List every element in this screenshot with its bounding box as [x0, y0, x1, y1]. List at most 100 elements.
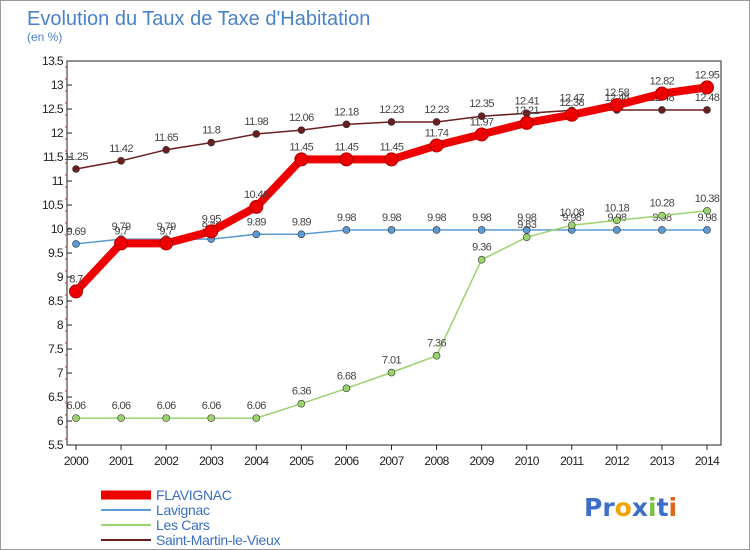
data-label: 10.38 — [695, 193, 720, 205]
data-label: 9.36 — [472, 242, 491, 254]
data-label: 6.06 — [112, 400, 131, 412]
legend-label: Saint-Martin-le-Vieux — [156, 532, 280, 548]
data-point — [613, 216, 621, 225]
data-label: 12.95 — [695, 69, 720, 81]
data-label: 7.01 — [382, 355, 401, 367]
legend-label: Lavignac — [156, 502, 210, 518]
x-tick-label: 2004 — [244, 454, 269, 468]
x-tick-label: 2014 — [695, 454, 720, 468]
data-point — [703, 226, 711, 234]
data-point — [432, 351, 441, 360]
data-point — [384, 152, 399, 167]
data-point — [297, 126, 306, 134]
data-point — [387, 226, 396, 234]
data-label: 6.06 — [202, 400, 221, 412]
data-label: 6.68 — [337, 370, 356, 382]
data-point — [567, 221, 576, 229]
data-point — [519, 115, 534, 130]
data-label: 6.06 — [157, 400, 176, 412]
data-label: 9.79 — [112, 221, 131, 233]
data-point — [477, 226, 486, 234]
y-tick-label: 12 — [51, 126, 64, 140]
data-label: 9.79 — [157, 221, 176, 233]
data-label: 12.48 — [695, 92, 720, 104]
data-label: 9.98 — [337, 212, 356, 224]
data-label: 9.83 — [517, 219, 536, 231]
data-point — [429, 138, 444, 153]
data-point — [432, 226, 441, 234]
data-point — [342, 384, 351, 393]
y-tick-label: 9.5 — [48, 246, 64, 260]
data-point — [477, 112, 486, 120]
x-tick-label: 2010 — [515, 454, 540, 468]
data-point — [342, 120, 351, 129]
y-tick-label: 7 — [57, 366, 64, 380]
data-label: 9.89 — [247, 216, 266, 228]
legend-label: Les Cars — [156, 517, 210, 533]
y-tick-label: 12.5 — [42, 102, 64, 116]
plot-area-border — [66, 60, 722, 446]
data-label: 12.82 — [650, 76, 675, 88]
data-label: 12.23 — [424, 104, 449, 116]
data-label: 11.45 — [289, 141, 313, 153]
data-point — [162, 146, 170, 154]
data-label: 11.8 — [202, 125, 221, 137]
x-tick-label: 2006 — [334, 454, 359, 468]
data-label: 9.98 — [472, 212, 491, 224]
y-tick-label: 5.5 — [48, 438, 64, 452]
svg-text:Proxiti: Proxiti — [584, 493, 677, 522]
data-point — [159, 236, 174, 251]
data-label: 11.25 — [64, 151, 88, 163]
data-point — [249, 199, 264, 214]
x-tick-label: 2007 — [379, 454, 404, 468]
y-tick-label: 11 — [52, 174, 64, 188]
y-tick-label: 6 — [57, 414, 64, 428]
data-label: 7.36 — [427, 338, 446, 350]
data-point — [700, 80, 714, 95]
data-label: 6.06 — [66, 400, 85, 412]
data-point — [204, 224, 219, 239]
data-point — [72, 240, 80, 248]
data-point — [72, 414, 80, 422]
axes: 5.566.577.588.599.51010.51111.51212.5131… — [42, 54, 722, 468]
data-label: 10.08 — [560, 207, 585, 219]
data-point — [564, 107, 579, 122]
x-tick-label: 2005 — [289, 454, 314, 468]
data-point — [703, 106, 711, 114]
data-point — [117, 157, 125, 165]
data-label: 12.41 — [514, 95, 539, 107]
y-tick-label: 6.5 — [48, 390, 64, 404]
series-flavignac: 8.7 9.7 9.7 9.95 10.46 11.45 11.45 11.45 11.74 11… — [69, 69, 720, 299]
data-label: 9.98 — [562, 212, 581, 224]
y-tick-label: 7.5 — [48, 342, 64, 356]
proxiti-logo: Proxiti — [584, 493, 677, 522]
data-point — [387, 118, 396, 126]
data-label: 11.45 — [380, 141, 404, 153]
chart-title: Evolution du Taux de Taxe d'Habitation — [27, 8, 370, 30]
data-point — [703, 206, 711, 215]
x-tick-label: 2012 — [605, 454, 630, 468]
data-label: 9.98 — [427, 212, 446, 224]
data-point — [658, 226, 666, 234]
data-label: 9.98 — [697, 212, 716, 224]
x-tick-label: 2001 — [109, 454, 134, 468]
legend-label: FLAVIGNAC — [156, 487, 232, 503]
y-tick-label: 8.5 — [48, 294, 64, 308]
data-point — [207, 138, 216, 147]
data-point — [342, 226, 351, 234]
y-tick-label: 11.5 — [43, 150, 64, 164]
data-label: 11.42 — [109, 143, 133, 155]
data-label: 9.98 — [382, 212, 401, 224]
data-point — [432, 118, 441, 126]
data-label: 6.06 — [247, 400, 266, 412]
data-point — [294, 152, 309, 167]
data-label: 11.97 — [470, 116, 494, 128]
data-label: 12.58 — [605, 87, 630, 99]
data-point — [207, 414, 216, 422]
data-label: 9.7 — [159, 225, 173, 237]
series-line — [72, 83, 711, 296]
data-point — [387, 368, 396, 377]
data-label: 12.18 — [334, 106, 359, 118]
